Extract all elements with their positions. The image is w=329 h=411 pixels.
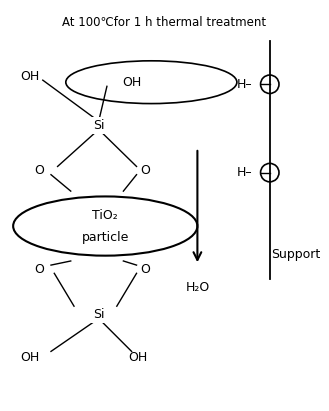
Text: Support: Support — [271, 248, 321, 261]
Text: H–: H– — [237, 166, 252, 179]
Text: particle: particle — [82, 231, 129, 244]
Text: Si: Si — [93, 119, 104, 132]
Text: OH: OH — [20, 351, 39, 364]
Text: O: O — [140, 164, 150, 177]
Text: H–: H– — [237, 78, 252, 91]
Text: O: O — [35, 164, 44, 177]
Text: At 100℃for 1 h thermal treatment: At 100℃for 1 h thermal treatment — [63, 16, 266, 30]
Text: H₂O: H₂O — [185, 281, 210, 294]
Text: Si: Si — [93, 308, 104, 321]
Text: OH: OH — [122, 76, 141, 89]
Text: OH: OH — [20, 69, 39, 83]
Text: O: O — [35, 263, 44, 276]
Text: O: O — [140, 263, 150, 276]
Text: OH: OH — [129, 351, 148, 364]
Text: TiO₂: TiO₂ — [92, 209, 118, 222]
